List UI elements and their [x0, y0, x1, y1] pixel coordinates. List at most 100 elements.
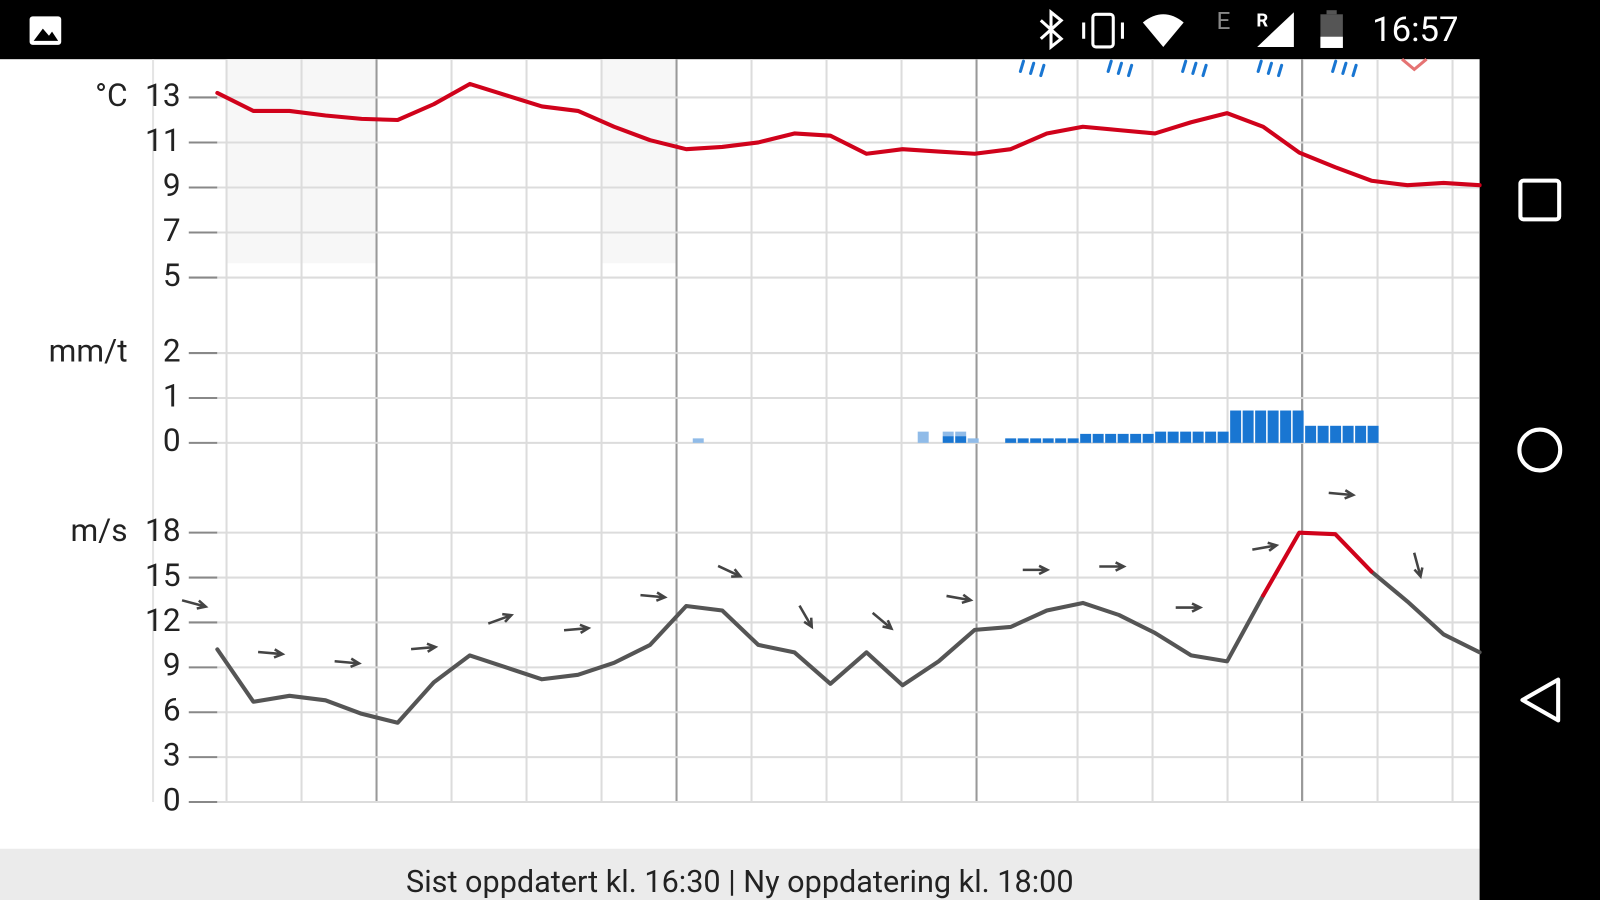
y-tick-label: 13 [145, 77, 181, 114]
y-tick-label: 9 [163, 647, 181, 684]
back-button[interactable] [1520, 677, 1561, 723]
rain-drop [1106, 59, 1113, 73]
gallery-icon-glyph [33, 28, 59, 41]
wind-arrow-shape [1022, 564, 1051, 576]
bar [1030, 438, 1042, 443]
bar [1255, 410, 1267, 443]
wifi-icon [1142, 14, 1184, 47]
vibrate-icon [1091, 12, 1115, 49]
bluetooth-icon [1039, 9, 1064, 51]
wind-arrow [410, 642, 439, 653]
bar [955, 431, 967, 437]
wind-arrow [257, 648, 286, 659]
wind-arrow-shape [1412, 552, 1424, 580]
bar [1267, 410, 1279, 443]
rain-drop [1277, 63, 1284, 78]
bar [1280, 410, 1292, 443]
wind-arrow [946, 593, 974, 605]
status-bar: E R 16:57 [29, 6, 1459, 51]
y-tick-label: 3 [163, 737, 181, 774]
wind-arrow [334, 657, 362, 668]
battery-tip [1326, 10, 1337, 15]
wind-arrow-shape [798, 604, 814, 630]
wind-arrow [640, 591, 668, 602]
bar [1105, 433, 1117, 443]
wind-arrow [1252, 541, 1280, 552]
rain-drop [1266, 61, 1273, 75]
rain-drop [1018, 59, 1025, 73]
rain-drop [1191, 61, 1198, 75]
chart-panel [0, 59, 1480, 849]
bar [1142, 433, 1154, 443]
bar [692, 438, 704, 443]
bar [1367, 425, 1379, 443]
y-axis-label: °C [95, 77, 127, 114]
bar [1117, 433, 1129, 443]
bar [1292, 410, 1304, 443]
y-tick-label: 12 [145, 602, 181, 639]
rain-drop [1127, 63, 1134, 78]
bar [1230, 410, 1242, 443]
y-tick-label: 9 [163, 167, 181, 204]
wind-arrow [717, 564, 743, 578]
battery-level [1320, 36, 1343, 48]
wind-arrow-shape [563, 623, 592, 634]
bar [942, 436, 954, 443]
y-axis-label: mm/t [49, 332, 128, 369]
rain-drop [1116, 61, 1123, 75]
wind-arrow [871, 611, 894, 631]
y-tick-label: 18 [145, 512, 181, 549]
wind-arrow-shape [946, 593, 974, 605]
wind-arrow-shape [717, 564, 743, 578]
wind-arrow [798, 604, 814, 630]
y-tick-label: 0 [163, 422, 181, 459]
wind-arrow-shape [487, 612, 514, 625]
bar [1017, 438, 1029, 443]
y-tick-label: 2 [163, 332, 181, 369]
y-tick-label: 1 [163, 377, 181, 414]
bar [1305, 425, 1317, 443]
wind-arrow [1022, 564, 1051, 576]
home-button[interactable] [1517, 427, 1563, 473]
sun-icon [1401, 58, 1428, 72]
bar [1092, 433, 1104, 443]
bar [1167, 431, 1179, 443]
wind-arrow-shape [181, 599, 209, 610]
wind-arrow [487, 612, 514, 625]
y-tick-label: 7 [163, 212, 181, 249]
rain-drop [1341, 61, 1348, 75]
bar [1242, 410, 1254, 443]
wind-arrow [1099, 561, 1127, 572]
network-type: E [1217, 6, 1231, 35]
bar [1155, 431, 1167, 443]
rain-drop [1039, 63, 1046, 78]
wind-arrow-shape [1099, 561, 1127, 572]
bar [1355, 425, 1367, 443]
wind-arrow [1412, 552, 1424, 580]
wind-arrow-shape [334, 657, 362, 668]
bar [1330, 425, 1342, 443]
weather-icons [1018, 58, 1428, 78]
bar [967, 438, 979, 443]
bar [1067, 438, 1079, 443]
bar [1205, 431, 1217, 443]
wind-arrow-shape [871, 611, 894, 631]
wind-arrow [181, 599, 209, 610]
bar [1192, 431, 1204, 443]
bar [917, 431, 929, 443]
wind-arrow-shape [1328, 489, 1356, 500]
bar [1317, 425, 1329, 443]
wind-arrow [1175, 602, 1204, 613]
bar [1217, 431, 1229, 443]
bar [1042, 438, 1054, 443]
bar [942, 431, 954, 437]
recents-button[interactable] [1518, 178, 1562, 222]
footer-text: Sist oppdatert kl. 16:30 | Ny oppdaterin… [406, 865, 1074, 900]
wind-arrow-shape [640, 591, 668, 602]
y-tick-label: 0 [163, 781, 181, 818]
bar [1130, 433, 1142, 443]
bar [955, 436, 967, 443]
